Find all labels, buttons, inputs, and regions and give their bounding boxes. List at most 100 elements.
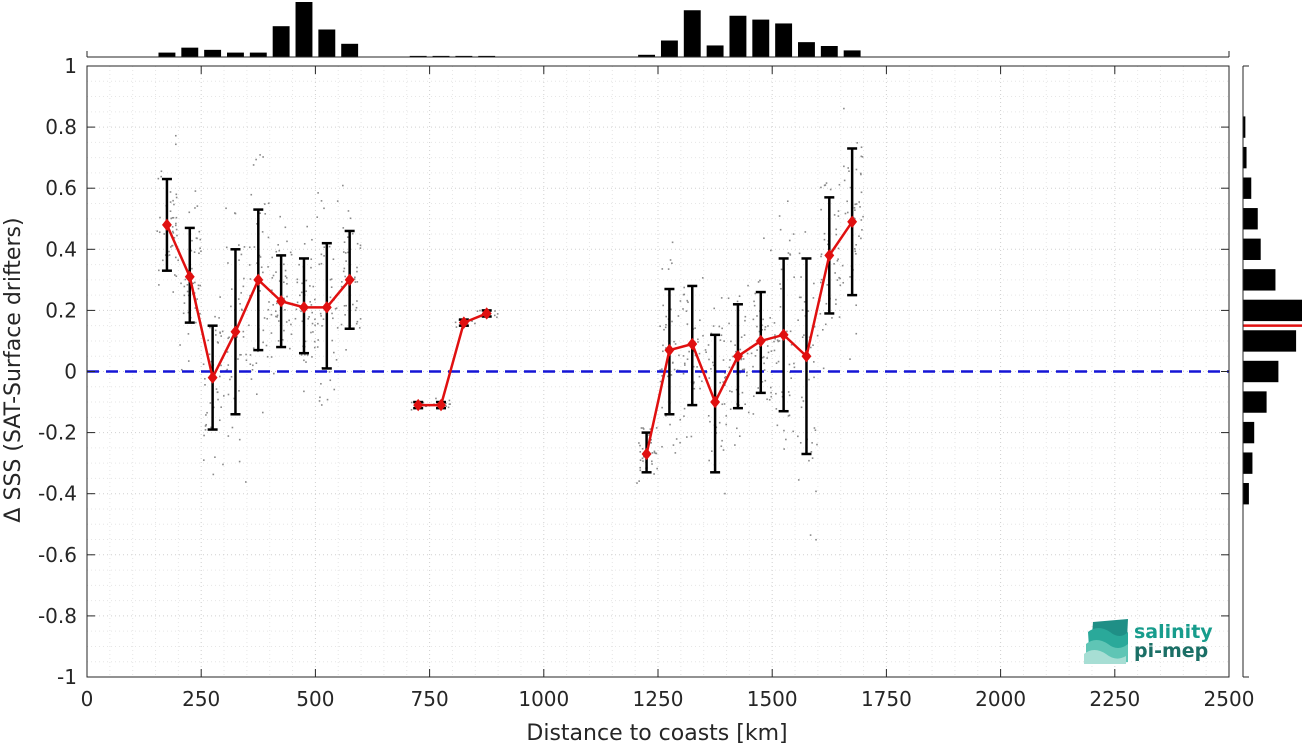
scatter-point [448, 399, 451, 402]
scatter-point [220, 364, 222, 367]
scatter-point [712, 325, 715, 327]
scatter-point [721, 327, 723, 330]
scatter-point [330, 278, 333, 280]
scatter-point [822, 328, 824, 331]
scatter-point [303, 390, 305, 393]
scatter-point [734, 344, 736, 346]
scatter-point [344, 275, 346, 278]
scatter-point [330, 286, 333, 288]
scatter-point [335, 359, 338, 361]
right-histogram-bar [1243, 208, 1258, 230]
scatter-point [762, 318, 764, 321]
scatter-point [341, 281, 343, 283]
scatter-point [188, 211, 191, 214]
scatter-point [328, 245, 331, 248]
scatter-point [639, 459, 642, 461]
scatter-point [829, 188, 832, 191]
scatter-point [729, 408, 732, 411]
scatter-point [862, 215, 864, 218]
scatter-point [854, 250, 857, 253]
scatter-point [195, 237, 198, 239]
salinity-pimep-logo: salinity pi-mep [1084, 619, 1213, 664]
y-tick-label: -1 [57, 665, 77, 689]
scatter-point [692, 382, 695, 385]
scatter-point [756, 315, 758, 317]
scatter-point [168, 250, 170, 253]
scatter-point [853, 248, 856, 250]
scatter-point [245, 353, 247, 356]
scatter-point [347, 210, 350, 212]
scatter-point [314, 298, 316, 301]
scatter-point [214, 329, 217, 332]
scatter-point [359, 244, 362, 247]
scatter-point [836, 259, 839, 262]
scatter-point [296, 281, 299, 284]
scatter-point [809, 346, 812, 349]
scatter-point [816, 443, 818, 446]
scatter-point [171, 217, 174, 219]
scatter-point [639, 469, 642, 472]
scatter-point [317, 322, 319, 325]
scatter-point [318, 400, 321, 402]
scatter-point [651, 460, 653, 463]
scatter-point [773, 349, 776, 352]
scatter-point [837, 215, 840, 217]
scatter-point [729, 359, 731, 361]
scatter-point [356, 281, 359, 283]
scatter-point [661, 268, 664, 270]
scatter-point [713, 307, 716, 310]
scatter-point [722, 449, 725, 451]
scatter-point [454, 321, 457, 324]
scatter-point [204, 425, 207, 427]
scatter-point [187, 333, 190, 335]
scatter-point [788, 414, 791, 417]
scatter-point [860, 191, 863, 194]
scatter-point [683, 362, 686, 365]
x-axis-label: Distance to coasts [km] [526, 721, 787, 745]
scatter-point [860, 219, 863, 221]
y-tick-label: 0.6 [45, 176, 77, 200]
scatter-point [204, 384, 206, 386]
scatter-point [259, 290, 261, 292]
scatter-point [174, 274, 176, 276]
scatter-point [779, 228, 782, 231]
scatter-point [242, 336, 245, 338]
x-tick-label: 750 [411, 687, 449, 711]
scatter-point [243, 246, 246, 248]
scatter-point [199, 247, 201, 250]
scatter-point [310, 258, 313, 261]
scatter-point [708, 377, 711, 379]
scatter-point [679, 441, 681, 444]
scatter-point [671, 262, 673, 265]
scatter-point [157, 177, 160, 180]
scatter-point [797, 435, 799, 438]
scatter-point [194, 281, 196, 284]
scatter-point [797, 319, 799, 322]
scatter-point [241, 309, 243, 312]
scatter-point [712, 364, 715, 367]
scatter-point [286, 295, 288, 298]
scatter-point [710, 368, 712, 370]
scatter-point [773, 322, 776, 324]
scatter-point [244, 481, 247, 483]
scatter-point [665, 414, 667, 417]
scatter-point [837, 210, 840, 212]
scatter-point [815, 490, 817, 493]
scatter-point [174, 134, 177, 137]
scatter-point [284, 269, 287, 272]
scatter-point [696, 366, 698, 368]
scatter-point [346, 236, 349, 238]
scatter-point [323, 246, 326, 248]
scatter-point [837, 247, 840, 250]
scatter-point [335, 307, 338, 310]
scatter-point [838, 316, 841, 318]
scatter-point [355, 322, 358, 325]
scatter-point [182, 312, 185, 315]
scatter-point [743, 334, 746, 336]
scatter-point [214, 456, 216, 459]
scatter-point [780, 268, 783, 271]
scatter-point [349, 217, 352, 220]
scatter-point [766, 357, 768, 359]
scatter-point [249, 363, 252, 366]
scatter-point [661, 375, 663, 377]
